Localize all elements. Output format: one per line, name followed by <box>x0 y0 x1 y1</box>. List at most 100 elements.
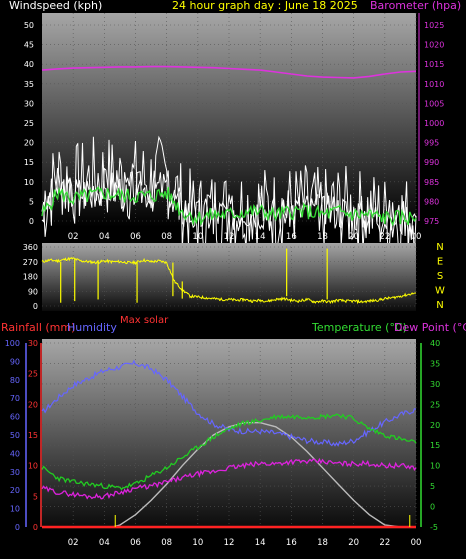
panel1-background <box>42 13 416 227</box>
rainfall-tick-label: 25 <box>28 370 38 379</box>
rainfall-tick-label: 15 <box>28 431 38 440</box>
temperature-tick-label: 25 <box>430 400 440 409</box>
x-tick-label: 00 <box>411 538 422 548</box>
x-tick-label: 12 <box>224 538 235 548</box>
x-tick-label: 18 <box>317 538 328 548</box>
barometer-tick-label: 1005 <box>424 99 444 108</box>
windspeed-tick-label: 35 <box>24 80 34 89</box>
rainfall-tick-label: 30 <box>28 339 38 348</box>
compass-tick-label: N <box>436 300 443 311</box>
x-tick-label: 10 <box>192 538 203 548</box>
windspeed-tick-label: 15 <box>24 158 34 167</box>
barometer-tick-label: 1010 <box>424 80 444 89</box>
rainfall-tick-label: 10 <box>28 462 38 471</box>
rainfall-tick-label: 0 <box>33 523 38 532</box>
windspeed-barometer-panel: 02 04 06 08 10 12 14 16 18 20 22 00 051015202530354… <box>24 13 444 259</box>
barometer-tick-label: 1020 <box>424 41 444 50</box>
windspeed-tick-label: 10 <box>24 178 34 187</box>
direction-tick-label: 0 <box>33 302 38 311</box>
x-tick-label: 08 <box>161 232 172 242</box>
x-tick-label: 08 <box>161 538 172 548</box>
temperature-tick-label: 20 <box>430 421 440 430</box>
barometer-tick-label: 990 <box>424 158 439 167</box>
barometer-series <box>41 65 417 79</box>
temperature-tick-label: -5 <box>430 523 438 532</box>
windspeed-tick-label: 5 <box>29 197 34 206</box>
max-solar-series <box>42 422 416 528</box>
x-tick-label: 04 <box>99 232 110 242</box>
x-tick-label: 22 <box>379 538 390 548</box>
humidity-tick-label: 50 <box>10 431 20 440</box>
windspeed-tick-label: 25 <box>24 119 34 128</box>
x-tick-label: 04 <box>99 538 110 548</box>
humidity-tick-label: 100 <box>5 339 20 348</box>
x-tick-label: 02 <box>68 538 79 548</box>
wind-direction-series <box>41 256 417 305</box>
dewpoint-axis-title: Dew Point (°C) <box>394 321 466 334</box>
graph-title: 24 hour graph day : June 18 2025 <box>172 0 358 12</box>
humidity-tick-label: 60 <box>10 413 20 422</box>
temperature-tick-label: 10 <box>430 462 440 471</box>
compass-tick-label: W <box>435 286 445 297</box>
x-tick-label: 14 <box>255 538 266 548</box>
barometer-axis-title: Barometer (hpa) <box>370 0 461 12</box>
temperature-tick-label: 15 <box>430 441 440 450</box>
humidity-tick-label: 90 <box>10 357 20 366</box>
temperature-tick-label: 30 <box>430 380 440 389</box>
x-tick-label: 22 <box>379 232 390 242</box>
x-tick-label: 16 <box>286 232 297 242</box>
rainfall-tick-label: 5 <box>33 492 38 501</box>
dewpoint-series <box>41 457 417 500</box>
windspeed-tick-label: 0 <box>29 217 34 226</box>
rainfall-tick-label: 20 <box>28 400 38 409</box>
temperature-humidity-panel: 02 04 06 08 10 12 14 16 18 20 22 00 -50510152025303… <box>5 339 440 548</box>
x-tick-label: 06 <box>130 538 141 548</box>
humidity-tick-label: 10 <box>10 505 20 514</box>
x-tick-label: 18 <box>317 232 328 242</box>
barometer-tick-label: 985 <box>424 178 439 187</box>
temperature-tick-label: 35 <box>430 359 440 368</box>
humidity-tick-label: 20 <box>10 486 20 495</box>
temperature-tick-label: 40 <box>430 339 440 348</box>
humidity-tick-label: 80 <box>10 376 20 385</box>
x-tick-label: 06 <box>130 232 141 242</box>
x-tick-label: 02 <box>68 232 79 242</box>
compass-tick-label: N <box>436 242 443 253</box>
humidity-tick-label: 70 <box>10 394 20 403</box>
direction-tick-label: 180 <box>23 273 38 282</box>
windspeed-axis-title: Windspeed (kph) <box>9 0 102 12</box>
x-tick-label: 00 <box>411 232 422 242</box>
wind-average-series <box>41 186 417 227</box>
humidity-axis-title: Humidity <box>67 321 117 334</box>
humidity-tick-label: 40 <box>10 449 20 458</box>
humidity-tick-label: 0 <box>15 523 20 532</box>
barometer-tick-label: 1025 <box>424 21 444 30</box>
compass-tick-label: S <box>437 271 443 282</box>
barometer-tick-label: 980 <box>424 197 439 206</box>
x-tick-label: 14 <box>255 232 266 242</box>
windspeed-tick-label: 30 <box>24 99 34 108</box>
x-tick-label: 12 <box>224 232 235 242</box>
rainfall-axis-title: Rainfall (mm) <box>1 321 75 334</box>
barometer-tick-label: 995 <box>424 139 439 148</box>
windspeed-series <box>41 167 417 237</box>
temperature-tick-label: 0 <box>430 503 435 512</box>
temperature-series <box>41 413 417 491</box>
x-tick-label: 16 <box>286 538 297 548</box>
windspeed-tick-label: 40 <box>24 60 34 69</box>
barometer-tick-label: 975 <box>424 217 439 226</box>
max-solar-label: Max solar <box>120 315 169 326</box>
direction-tick-label: 90 <box>28 287 38 296</box>
windspeed-tick-label: 20 <box>24 139 34 148</box>
barometer-tick-label: 1000 <box>424 119 444 128</box>
temperature-tick-label: 5 <box>430 482 435 491</box>
direction-tick-label: 270 <box>23 258 38 267</box>
windspeed-tick-label: 45 <box>24 41 34 50</box>
humidity-tick-label: 30 <box>10 468 20 477</box>
x-tick-label: 20 <box>348 538 359 548</box>
direction-tick-label: 360 <box>23 243 38 252</box>
temperature-axis-title: Temperature (°C) <box>311 321 407 334</box>
